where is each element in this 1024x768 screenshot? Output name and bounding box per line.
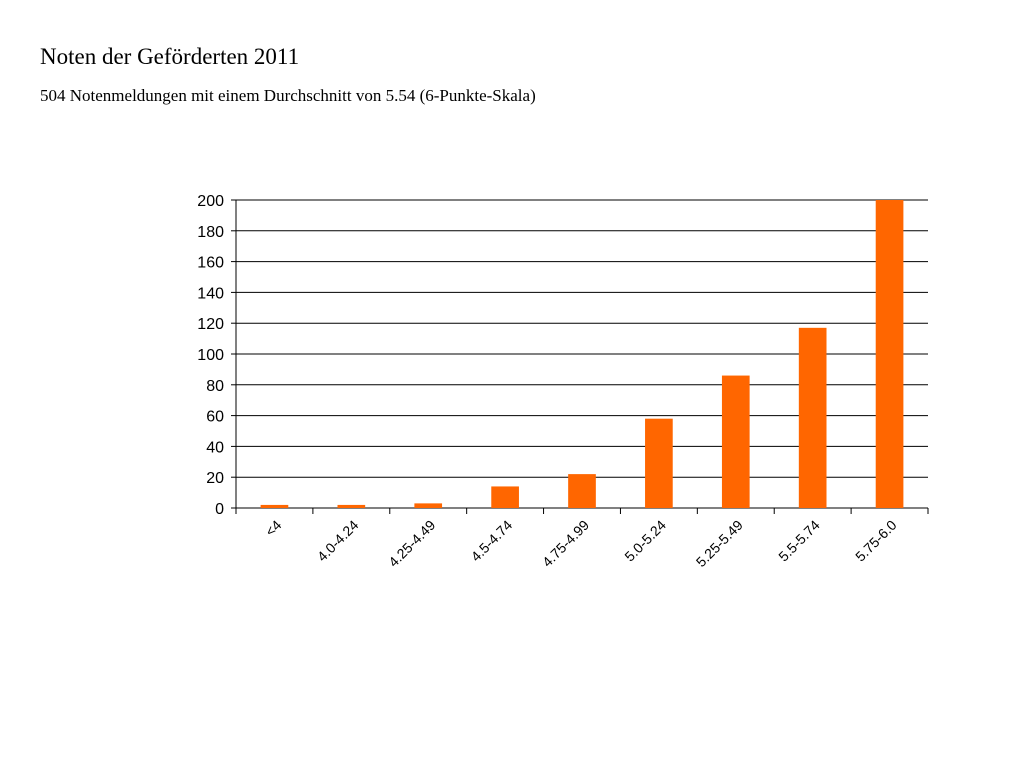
y-tick-label: 200 bbox=[197, 193, 224, 210]
x-category-label: 5.75-6.0 bbox=[852, 517, 900, 565]
x-category-label: 4.0-4.24 bbox=[314, 517, 362, 565]
chart-title: Noten der Geförderten 2011 bbox=[40, 44, 300, 69]
x-category-label: 4.75-4.99 bbox=[539, 517, 592, 570]
y-tick-label: 80 bbox=[206, 378, 224, 395]
chart-subtitle: 504 Notenmeldungen mit einem Durchschnit… bbox=[40, 86, 536, 105]
x-category-label: 5.0-5.24 bbox=[621, 517, 669, 565]
y-tick-label: 120 bbox=[197, 316, 224, 333]
y-tick-label: 140 bbox=[197, 285, 224, 302]
bar bbox=[798, 327, 827, 508]
bar bbox=[645, 418, 673, 508]
x-category-label: 4.5-4.74 bbox=[468, 517, 516, 565]
y-tick-label: 0 bbox=[215, 501, 224, 518]
y-tick-label: 160 bbox=[197, 255, 224, 272]
x-category-label: 4.25-4.49 bbox=[385, 517, 438, 570]
bar bbox=[568, 474, 596, 508]
bar bbox=[260, 504, 289, 508]
bar bbox=[491, 486, 519, 508]
x-category-label: 5.5-5.74 bbox=[775, 517, 823, 565]
x-category-label: <4 bbox=[262, 517, 285, 540]
y-tick-label: 60 bbox=[206, 409, 224, 426]
y-tick-label: 40 bbox=[206, 439, 224, 456]
bar bbox=[337, 504, 366, 508]
y-tick-label: 100 bbox=[197, 347, 224, 364]
y-tick-label: 180 bbox=[197, 224, 224, 241]
bar bbox=[721, 375, 750, 508]
y-tick-label: 20 bbox=[206, 470, 224, 487]
bar bbox=[414, 503, 443, 508]
bar bbox=[875, 200, 904, 508]
x-category-label: 5.25-5.49 bbox=[693, 517, 746, 570]
